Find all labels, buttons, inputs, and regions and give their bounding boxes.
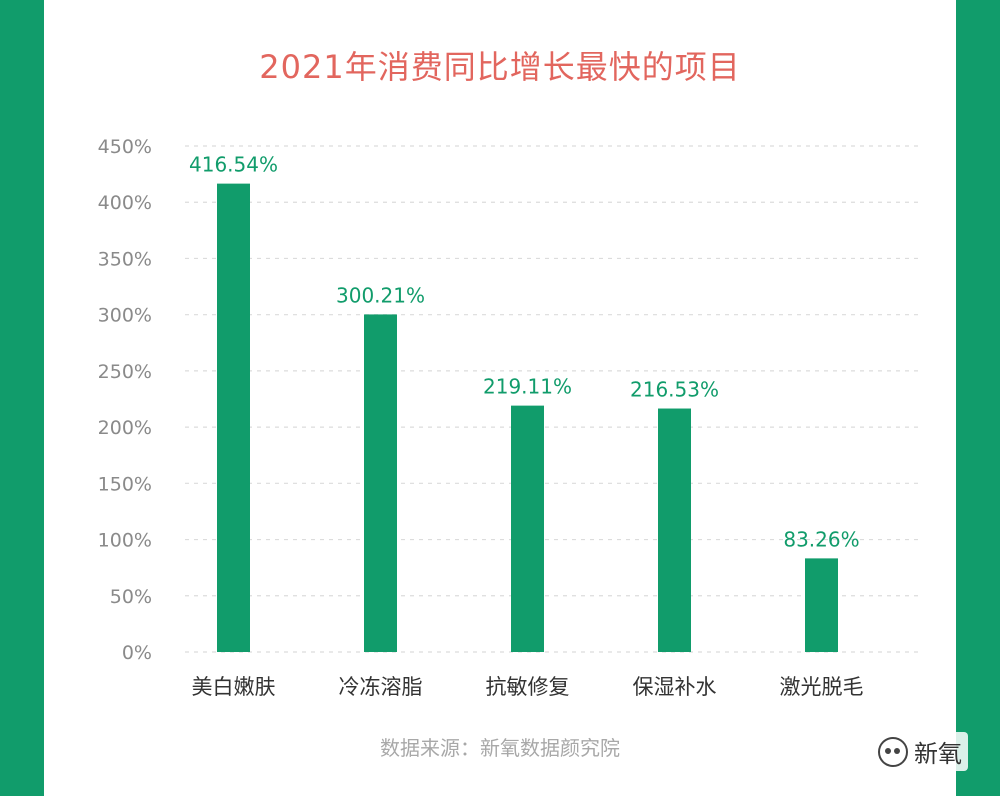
right-green-border xyxy=(956,0,1000,796)
y-tick-label: 350% xyxy=(98,248,152,270)
data-label: 300.21% xyxy=(336,283,425,307)
data-label: 216.53% xyxy=(630,378,719,402)
data-source: 数据来源：新氧数据颜究院 xyxy=(380,736,620,760)
data-label: 416.54% xyxy=(189,153,278,177)
y-tick-label: 0% xyxy=(122,642,152,664)
x-tick-label: 美白嫩肤 xyxy=(192,675,276,699)
y-tick-label: 250% xyxy=(98,361,152,383)
y-tick-label: 100% xyxy=(98,530,152,552)
x-tick-label: 冷冻溶脂 xyxy=(339,675,423,699)
x-tick-label: 保湿补水 xyxy=(633,675,717,699)
y-tick-label: 400% xyxy=(98,192,152,214)
bar xyxy=(217,183,250,653)
y-tick-label: 450% xyxy=(98,136,152,158)
x-tick-label: 抗敏修复 xyxy=(486,675,570,699)
left-green-border xyxy=(0,0,44,796)
bar xyxy=(805,558,838,652)
bar xyxy=(364,314,397,652)
y-tick-label: 50% xyxy=(110,586,152,608)
x-tick-label: 激光脱毛 xyxy=(780,675,864,699)
data-label: 83.26% xyxy=(783,527,859,551)
watermark-text: 新氧 xyxy=(914,740,962,768)
bar xyxy=(511,405,544,652)
y-tick-label: 300% xyxy=(98,305,152,327)
chart-title: 2021年消费同比增长最快的项目 xyxy=(259,48,741,86)
bar xyxy=(658,408,691,652)
wechat-icon xyxy=(878,736,908,767)
y-tick-label: 150% xyxy=(98,473,152,495)
watermark: 新氧 xyxy=(872,732,968,771)
y-tick-label: 200% xyxy=(98,417,152,439)
data-label: 219.11% xyxy=(483,375,572,399)
